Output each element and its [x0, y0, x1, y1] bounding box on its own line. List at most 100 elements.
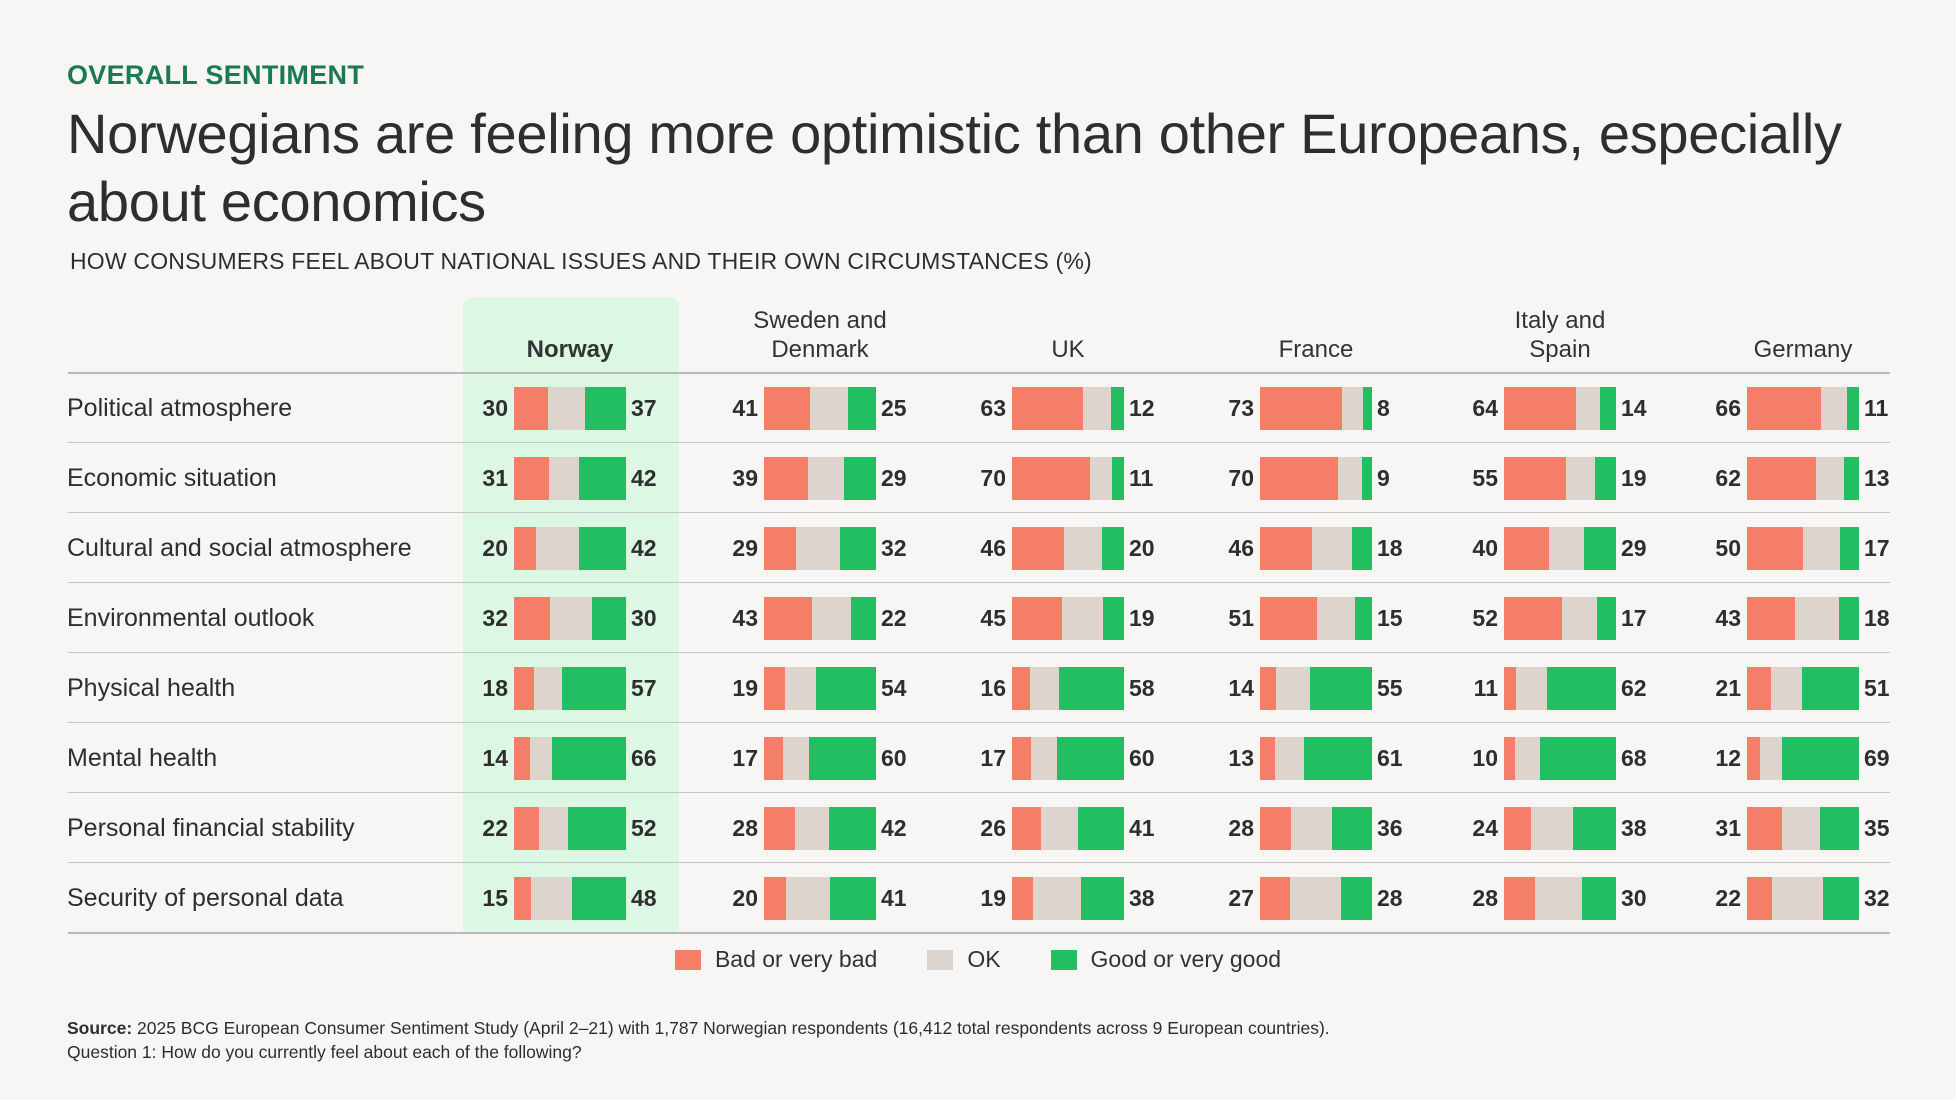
value-label-good: 15	[1377, 605, 1403, 631]
value-label-good: 9	[1377, 465, 1390, 491]
row-divider	[68, 582, 1890, 583]
row-label-security-of-personal-data: Security of personal data	[67, 884, 344, 912]
bar-segment-bad	[514, 667, 535, 710]
bar-cell-security-of-personal-data-france: 27 28	[0, 863, 1956, 933]
value-label-good: 38	[1621, 815, 1647, 841]
bar-cell-cultural-and-social-atmosphere-germany: 50 17	[0, 513, 1956, 583]
bar-segment-good	[578, 457, 626, 500]
bar-segment-bad	[1747, 527, 1803, 570]
bar-cell-political-atmosphere-uk: 63 12	[0, 373, 1956, 443]
bar-segment-ok	[1311, 527, 1352, 570]
value-label-good: 30	[1621, 885, 1647, 911]
value-label-good: 60	[881, 745, 907, 771]
legend-label-ok: OK	[967, 946, 1001, 972]
bar-segment-good	[1582, 877, 1616, 920]
bar-segment-ok	[1291, 807, 1332, 850]
value-label-bad: 62	[1715, 465, 1741, 491]
value-label-good: 17	[1621, 605, 1647, 631]
bar-segment-bad	[764, 667, 786, 710]
row-divider	[68, 722, 1890, 723]
value-label-good: 11	[1129, 465, 1154, 491]
bar-segment-bad	[514, 807, 539, 850]
column-header-germany: Germany	[1693, 300, 1913, 370]
value-label-good: 68	[1621, 745, 1647, 771]
legend-item-ok: OK	[927, 946, 1001, 973]
bar-cell-environmental-outlook-sweden-and-denmark: 43 22	[0, 583, 1956, 653]
bar-segment-good	[830, 877, 876, 920]
bar-cell-cultural-and-social-atmosphere-france: 46 18	[0, 513, 1956, 583]
bar-segment-ok	[534, 667, 563, 710]
bar-segment-bad	[1012, 807, 1042, 850]
value-label-good: 28	[1377, 885, 1403, 911]
bar-segment-bad	[764, 597, 813, 640]
bar-segment-bad	[764, 457, 808, 500]
bar-cell-security-of-personal-data-uk: 19 38	[0, 863, 1956, 933]
bar-cell-mental-health-uk: 17 60	[0, 723, 1956, 793]
value-label-good: 12	[1129, 395, 1155, 421]
column-header-label: Italy and Spain	[1514, 307, 1606, 363]
bar-segment-ok	[783, 737, 809, 780]
bar-segment-ok	[1041, 807, 1079, 850]
legend-item-bad: Bad or very bad	[674, 946, 877, 973]
value-label-bad: 22	[1715, 885, 1741, 911]
value-label-good: 62	[1621, 675, 1647, 701]
bar-cell-environmental-outlook-italy-and-spain: 52 17	[0, 583, 1956, 653]
value-label-good: 8	[1377, 395, 1390, 421]
value-label-good: 25	[881, 395, 907, 421]
bar-segment-good	[578, 527, 626, 570]
bar-cell-economic-situation-france: 70 9	[0, 443, 1956, 513]
value-label-bad: 14	[1228, 675, 1254, 701]
bar-segment-ok	[1029, 667, 1060, 710]
bar-segment-ok	[1535, 877, 1583, 920]
bar-segment-good	[848, 387, 876, 430]
bar-cell-security-of-personal-data-germany: 22 32	[0, 863, 1956, 933]
value-label-bad: 63	[980, 395, 1006, 421]
bar-segment-good	[1110, 387, 1124, 430]
bar-segment-good	[1351, 527, 1372, 570]
source-note: Source: 2025 BCG European Consumer Senti…	[67, 1016, 1330, 1040]
legend-swatch-ok	[927, 949, 954, 970]
bar-segment-good	[584, 387, 626, 430]
bar-segment-ok	[1341, 387, 1364, 430]
bar-segment-good	[808, 737, 876, 780]
bar-segment-good	[1596, 597, 1616, 640]
bar-segment-ok	[1770, 667, 1802, 710]
value-label-good: 51	[1864, 675, 1890, 701]
bar-cell-environmental-outlook-norway: 32 30	[0, 583, 1956, 653]
bar-segment-ok	[1530, 807, 1574, 850]
bar-segment-bad	[764, 527, 797, 570]
value-label-bad: 32	[482, 605, 508, 631]
bar-segment-bad	[514, 877, 531, 920]
value-label-bad: 40	[1472, 535, 1498, 561]
value-label-good: 11	[1864, 395, 1889, 421]
bar-cell-environmental-outlook-germany: 43 18	[0, 583, 1956, 653]
bar-segment-good	[1594, 457, 1616, 500]
value-label-bad: 64	[1472, 395, 1498, 421]
bar-cell-security-of-personal-data-italy-and-spain: 28 30	[0, 863, 1956, 933]
bar-segment-ok	[1820, 387, 1847, 430]
value-label-bad: 45	[980, 605, 1006, 631]
bar-cell-economic-situation-italy-and-spain: 55 19	[0, 443, 1956, 513]
bar-segment-good	[552, 737, 626, 780]
bar-segment-bad	[1504, 737, 1516, 780]
bar-segment-good	[567, 807, 626, 850]
bar-cell-political-atmosphere-sweden-and-denmark: 41 25	[0, 373, 1956, 443]
bar-cell-cultural-and-social-atmosphere-italy-and-spain: 40 29	[0, 513, 1956, 583]
bar-cell-physical-health-sweden-and-denmark: 19 54	[0, 653, 1956, 723]
bar-segment-good	[1331, 807, 1372, 850]
bar-segment-ok	[1317, 597, 1356, 640]
row-label-political-atmosphere: Political atmosphere	[67, 394, 293, 422]
value-label-bad: 10	[1472, 745, 1498, 771]
value-label-bad: 18	[482, 675, 508, 701]
bar-segment-bad	[1747, 457, 1817, 500]
bar-segment-bad	[1012, 597, 1063, 640]
row-divider	[68, 792, 1890, 793]
source-label: Source:	[67, 1018, 133, 1038]
value-label-bad: 13	[1228, 745, 1254, 771]
eyebrow-label: OVERALL SENTIMENT	[67, 60, 365, 90]
bar-segment-good	[1600, 387, 1616, 430]
value-label-good: 19	[1129, 605, 1155, 631]
value-label-good: 42	[631, 535, 657, 561]
bar-cell-mental-health-sweden-and-denmark: 17 60	[0, 723, 1956, 793]
value-label-good: 30	[631, 605, 657, 631]
